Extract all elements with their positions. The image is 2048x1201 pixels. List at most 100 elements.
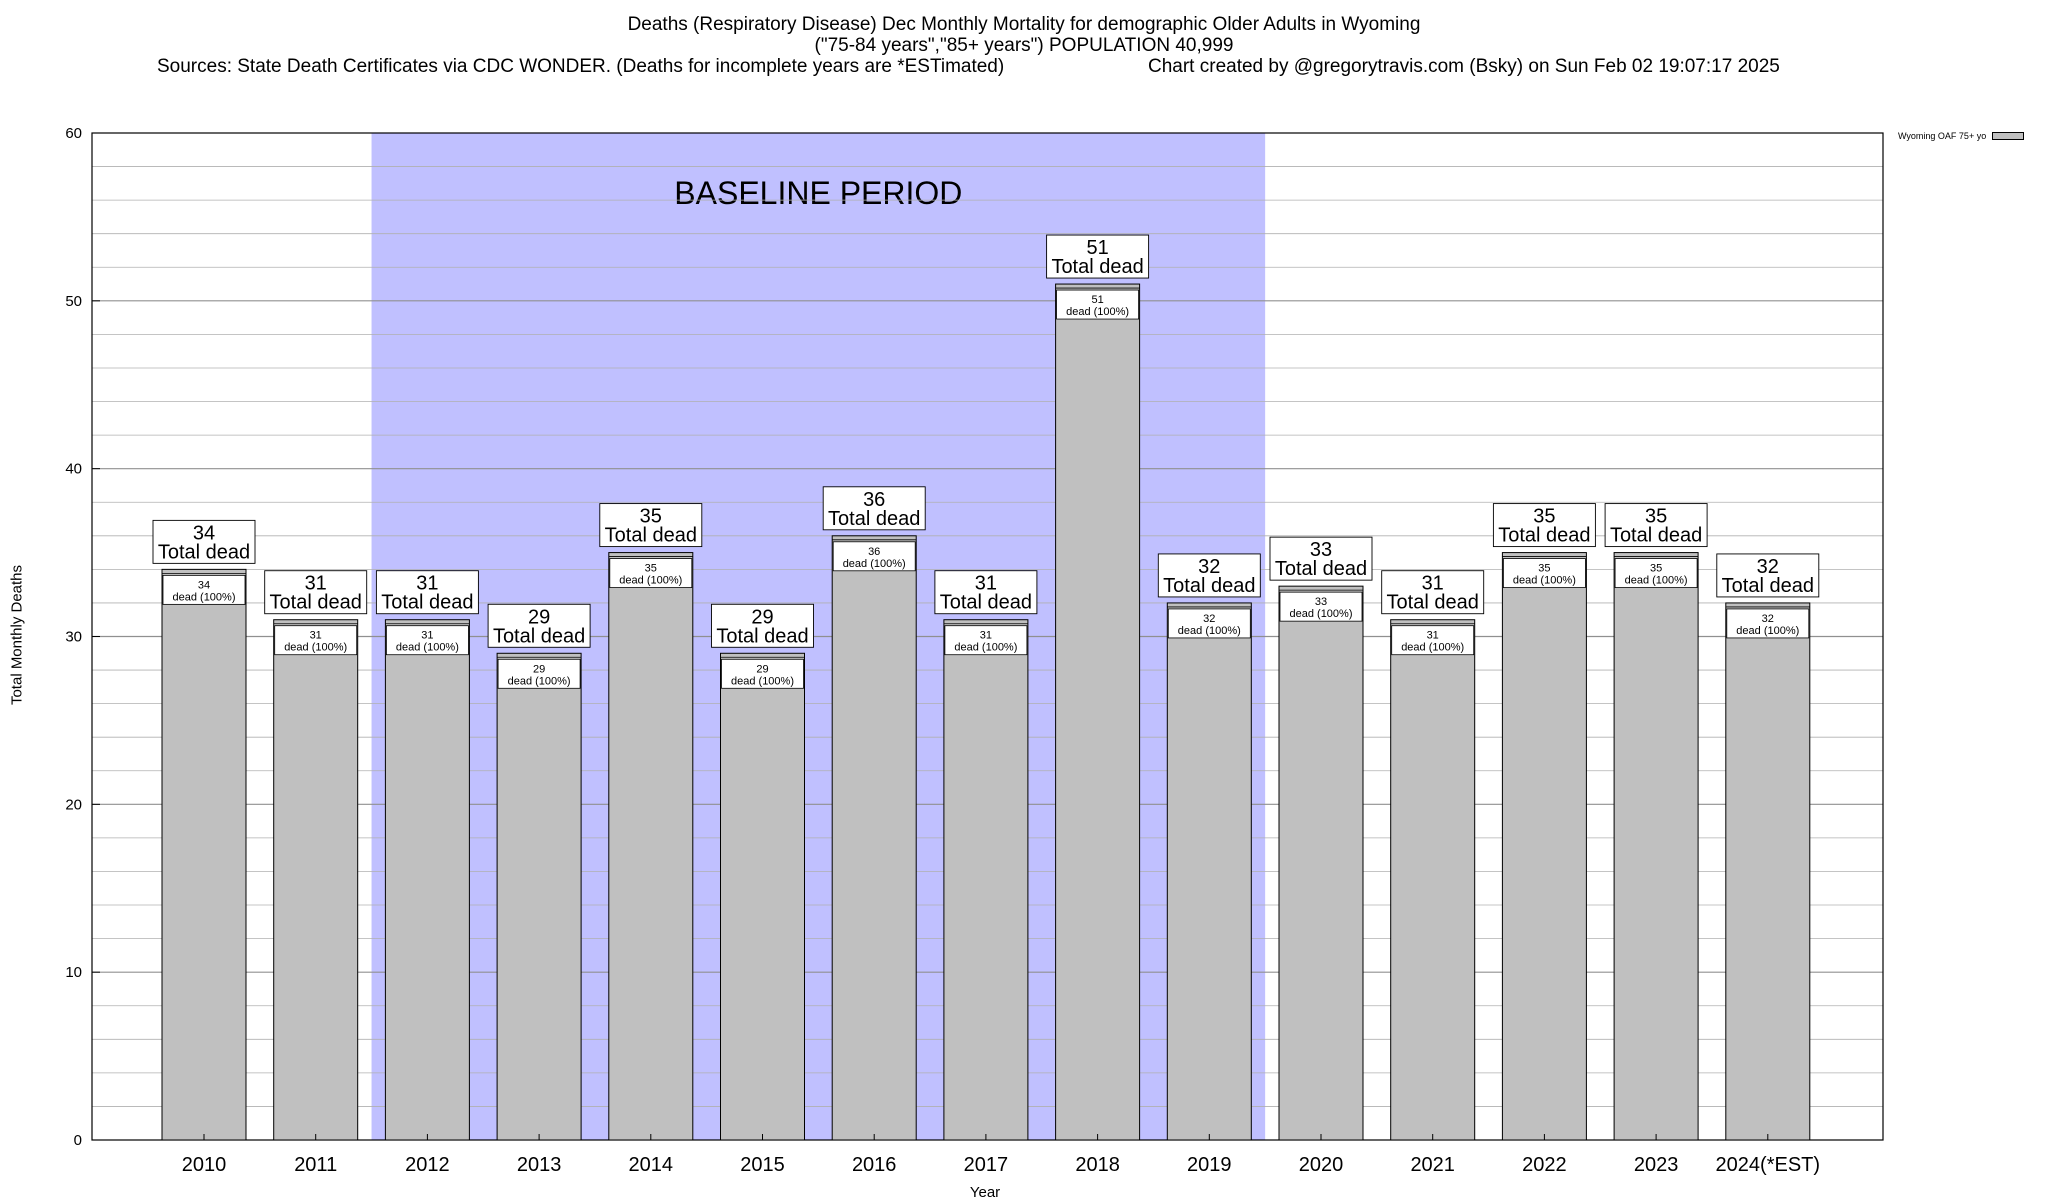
x-tick-label: 2019: [1187, 1154, 1232, 1176]
top-label-value: 31: [975, 573, 997, 595]
bar: [1613, 552, 1699, 1141]
baseline-label: BASELINE PERIOD: [674, 175, 962, 211]
inner-label-value: 29: [756, 663, 768, 675]
top-label-value: 31: [305, 573, 327, 595]
inner-label-value: 34: [198, 579, 210, 591]
title-line-2: ("75-84 years","85+ years") POPULATION 4…: [814, 35, 1234, 56]
inner-label-box: [1167, 608, 1251, 639]
x-tick-label: 2014: [629, 1154, 674, 1176]
top-label-text: Total dead: [270, 592, 362, 614]
top-label-box: [934, 570, 1038, 615]
x-tick-label: 2023: [1634, 1154, 1679, 1176]
inner-label-text: dead (100%): [1066, 306, 1129, 318]
top-label-value: 29: [528, 606, 550, 628]
top-label-text: Total dead: [1610, 525, 1702, 547]
inner-label-value: 32: [1762, 613, 1774, 625]
inner-label-text: dead (100%): [1178, 625, 1241, 637]
inner-label-value: 33: [1315, 596, 1327, 608]
inner-label-text: dead (100%): [1625, 575, 1688, 587]
inner-label-box: [1279, 591, 1363, 622]
y-tick-label: 50: [65, 293, 82, 310]
bar: [1725, 602, 1811, 1141]
top-label-box: [152, 519, 256, 564]
x-axis-label: Year: [969, 1184, 1001, 1201]
inner-label-value: 31: [980, 630, 992, 642]
top-label-value: 51: [1086, 237, 1108, 259]
inner-label-box: [832, 541, 916, 572]
top-label-value: 29: [751, 606, 773, 628]
top-label-box: [599, 503, 703, 548]
sources-note: Sources: State Death Certificates via CD…: [157, 56, 1005, 77]
y-tick-label: 40: [65, 461, 82, 478]
top-label-value: 35: [1533, 506, 1555, 528]
y-tick-label: 60: [65, 125, 82, 142]
inner-label-text: dead (100%): [1401, 642, 1464, 654]
bar: [496, 652, 582, 1141]
top-label-box: [487, 603, 591, 648]
top-label-value: 32: [1198, 556, 1220, 578]
inner-label-text: dead (100%): [1290, 608, 1353, 620]
bar: [943, 619, 1029, 1141]
top-label-box: [375, 570, 479, 615]
top-label-value: 31: [1422, 573, 1444, 595]
bar: [720, 652, 805, 1141]
bar: [831, 535, 917, 1141]
top-label-text: Total dead: [828, 508, 920, 530]
inner-label-box: [497, 658, 581, 689]
x-tick-label: 2015: [740, 1154, 785, 1176]
top-label-text: Total dead: [493, 625, 585, 647]
legend-swatch: [1992, 132, 2025, 140]
top-label-box: [1604, 503, 1708, 548]
chart-title: Deaths (Respiratory Disease) Dec Monthly…: [0, 14, 2048, 56]
inner-label-text: dead (100%): [843, 558, 906, 570]
x-tick-label: 2017: [964, 1154, 1009, 1176]
title-line-1: Deaths (Respiratory Disease) Dec Monthly…: [627, 14, 1421, 35]
top-label-box: [1381, 570, 1485, 615]
top-label-text: Total dead: [940, 592, 1032, 614]
x-tick-label: 2011: [294, 1154, 337, 1176]
inner-label-box: [1056, 289, 1139, 320]
top-label-box: [1157, 553, 1261, 598]
inner-label-box: [1391, 625, 1475, 656]
legend: Wyoming OAF 75+ yo: [1898, 131, 2025, 141]
top-label-box: [1492, 503, 1596, 548]
top-label-value: 32: [1757, 556, 1779, 578]
inner-label-value: 51: [1091, 294, 1103, 306]
top-label-box: [1716, 553, 1820, 598]
inner-label-value: 35: [645, 563, 657, 575]
legend-label: Wyoming OAF 75+ yo: [1898, 131, 1987, 141]
top-label-value: 35: [640, 506, 662, 528]
bar: [161, 568, 247, 1141]
top-label-box: [1269, 536, 1373, 581]
x-tick-label: 2012: [405, 1154, 450, 1176]
inner-label-box: [1614, 558, 1698, 588]
bar: [1278, 585, 1364, 1141]
x-tick-label: 2013: [517, 1154, 562, 1176]
x-tick-label: 2016: [852, 1154, 897, 1176]
top-label-value: 36: [863, 489, 885, 511]
inner-label-value: 32: [1203, 613, 1215, 625]
top-label-text: Total dead: [1498, 525, 1590, 547]
bar: [273, 619, 359, 1141]
inner-label-box: [385, 625, 469, 656]
bar: [384, 619, 470, 1141]
inner-label-text: dead (100%): [731, 675, 794, 687]
x-tick-label: 2024(*EST): [1716, 1154, 1821, 1176]
chart-credit: Chart created by @gregorytravis.com (Bsk…: [1148, 56, 1780, 77]
top-label-text: Total dead: [158, 541, 250, 563]
x-tick-label: 2021: [1410, 1154, 1455, 1176]
inner-label-text: dead (100%): [508, 675, 571, 687]
inner-label-text: dead (100%): [173, 591, 236, 603]
inner-label-value: 35: [1650, 563, 1662, 575]
x-tick-label: 2022: [1522, 1154, 1567, 1176]
top-label-box: [711, 603, 814, 648]
inner-label-value: 31: [310, 630, 322, 642]
top-label-value: 34: [193, 522, 215, 544]
inner-label-box: [162, 574, 246, 605]
top-label-text: Total dead: [1387, 592, 1479, 614]
top-label-text: Total dead: [1275, 558, 1367, 580]
inner-label-text: dead (100%): [1736, 625, 1799, 637]
y-tick-label: 30: [65, 629, 82, 646]
y-axis-label: Total Monthly Deaths: [8, 564, 26, 706]
